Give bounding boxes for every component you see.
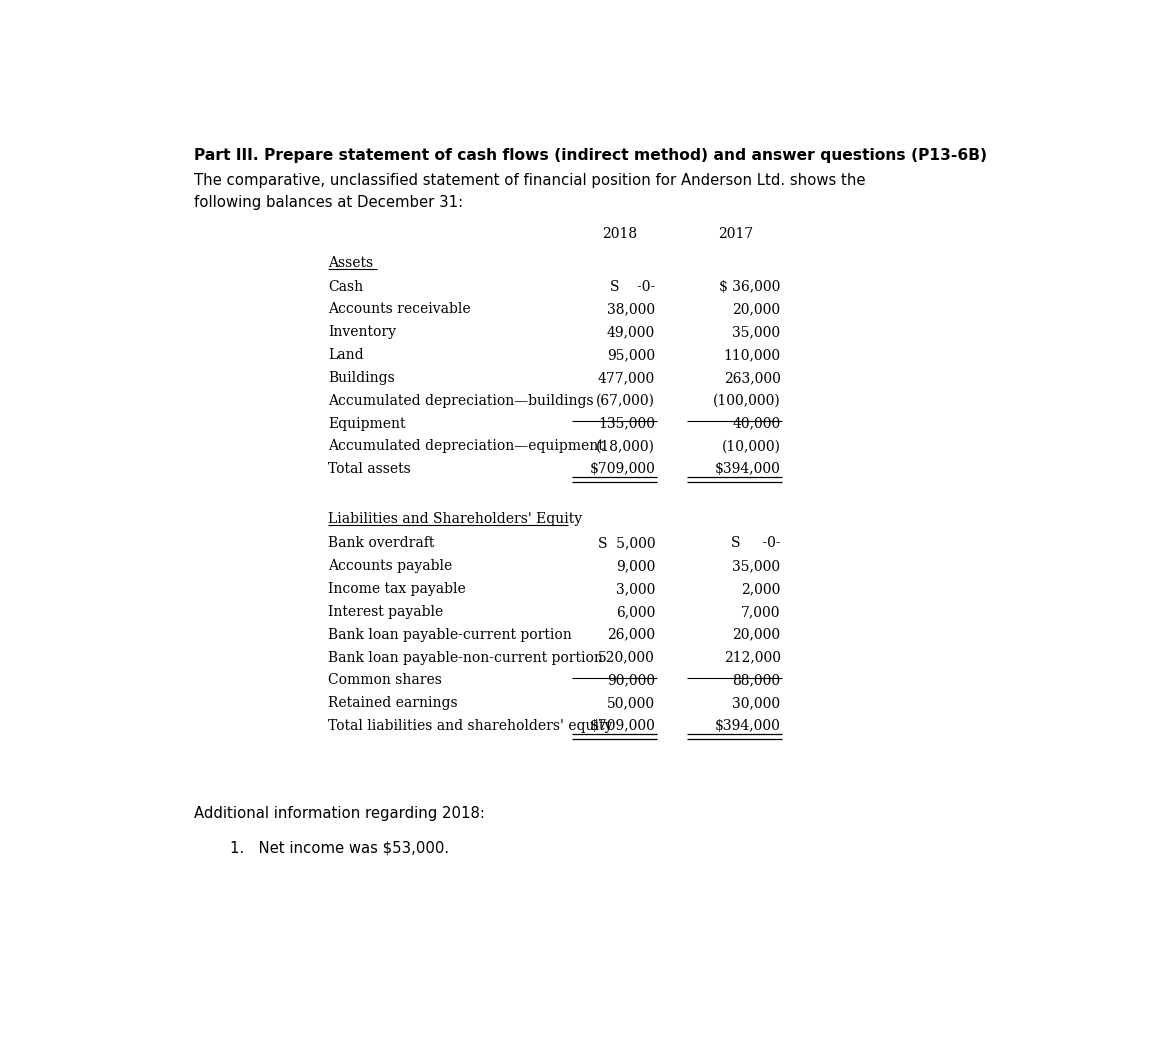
Text: 95,000: 95,000 — [607, 348, 655, 362]
Text: 3,000: 3,000 — [616, 582, 655, 596]
Text: 20,000: 20,000 — [733, 628, 780, 642]
Text: S    -0-: S -0- — [610, 280, 655, 293]
Text: 212,000: 212,000 — [724, 650, 780, 665]
Text: Buildings: Buildings — [328, 371, 395, 384]
Text: 1.   Net income was $53,000.: 1. Net income was $53,000. — [230, 840, 449, 855]
Text: 30,000: 30,000 — [733, 696, 780, 711]
Text: (100,000): (100,000) — [713, 394, 780, 408]
Text: 110,000: 110,000 — [724, 348, 780, 362]
Text: $709,000: $709,000 — [590, 462, 655, 477]
Text: 6,000: 6,000 — [616, 605, 655, 618]
Text: Accumulated depreciation—buildings: Accumulated depreciation—buildings — [328, 394, 594, 408]
Text: (18,000): (18,000) — [596, 439, 655, 453]
Text: Income tax payable: Income tax payable — [328, 582, 466, 596]
Text: Part III. Prepare statement of cash flows (indirect method) and answer questions: Part III. Prepare statement of cash flow… — [194, 148, 987, 163]
Text: 7,000: 7,000 — [741, 605, 780, 618]
Text: 90,000: 90,000 — [607, 674, 655, 687]
Text: 50,000: 50,000 — [607, 696, 655, 711]
Text: Total assets: Total assets — [328, 462, 410, 477]
Text: (67,000): (67,000) — [596, 394, 655, 408]
Text: Cash: Cash — [328, 280, 363, 293]
Text: 520,000: 520,000 — [599, 650, 655, 665]
Text: 26,000: 26,000 — [607, 628, 655, 642]
Text: Accounts payable: Accounts payable — [328, 559, 452, 573]
Text: 49,000: 49,000 — [607, 325, 655, 339]
Text: 263,000: 263,000 — [724, 371, 780, 384]
Text: 135,000: 135,000 — [598, 416, 655, 431]
Text: Inventory: Inventory — [328, 325, 397, 339]
Text: 40,000: 40,000 — [733, 416, 780, 431]
Text: 88,000: 88,000 — [733, 674, 780, 687]
Text: 477,000: 477,000 — [598, 371, 655, 384]
Text: Interest payable: Interest payable — [328, 605, 444, 618]
Text: 38,000: 38,000 — [607, 303, 655, 317]
Text: Bank overdraft: Bank overdraft — [328, 537, 435, 551]
Text: 35,000: 35,000 — [733, 559, 780, 573]
Text: Bank loan payable-current portion: Bank loan payable-current portion — [328, 628, 572, 642]
Text: The comparative, unclassified statement of financial position for Anderson Ltd. : The comparative, unclassified statement … — [194, 174, 866, 189]
Text: Total liabilities and shareholders' equity: Total liabilities and shareholders' equi… — [328, 719, 613, 733]
Text: 9,000: 9,000 — [616, 559, 655, 573]
Text: Common shares: Common shares — [328, 674, 442, 687]
Text: 2017: 2017 — [718, 227, 754, 241]
Text: Additional information regarding 2018:: Additional information regarding 2018: — [194, 806, 484, 821]
Text: $394,000: $394,000 — [714, 719, 780, 733]
Text: 2,000: 2,000 — [741, 582, 780, 596]
Text: Equipment: Equipment — [328, 416, 406, 431]
Text: following balances at December 31:: following balances at December 31: — [194, 195, 462, 210]
Text: S  5,000: S 5,000 — [598, 537, 655, 551]
Text: S     -0-: S -0- — [731, 537, 780, 551]
Text: Liabilities and Shareholders' Equity: Liabilities and Shareholders' Equity — [328, 513, 583, 526]
Text: 2018: 2018 — [602, 227, 637, 241]
Text: Accounts receivable: Accounts receivable — [328, 303, 470, 317]
Text: Retained earnings: Retained earnings — [328, 696, 458, 711]
Text: 35,000: 35,000 — [733, 325, 780, 339]
Text: Assets: Assets — [328, 255, 373, 270]
Text: Land: Land — [328, 348, 364, 362]
Text: (10,000): (10,000) — [721, 439, 780, 453]
Text: $ 36,000: $ 36,000 — [719, 280, 780, 293]
Text: $394,000: $394,000 — [714, 462, 780, 477]
Text: Accumulated depreciation—equipment: Accumulated depreciation—equipment — [328, 439, 603, 453]
Text: 20,000: 20,000 — [733, 303, 780, 317]
Text: Bank loan payable-non-current portion: Bank loan payable-non-current portion — [328, 650, 603, 665]
Text: $709,000: $709,000 — [590, 719, 655, 733]
